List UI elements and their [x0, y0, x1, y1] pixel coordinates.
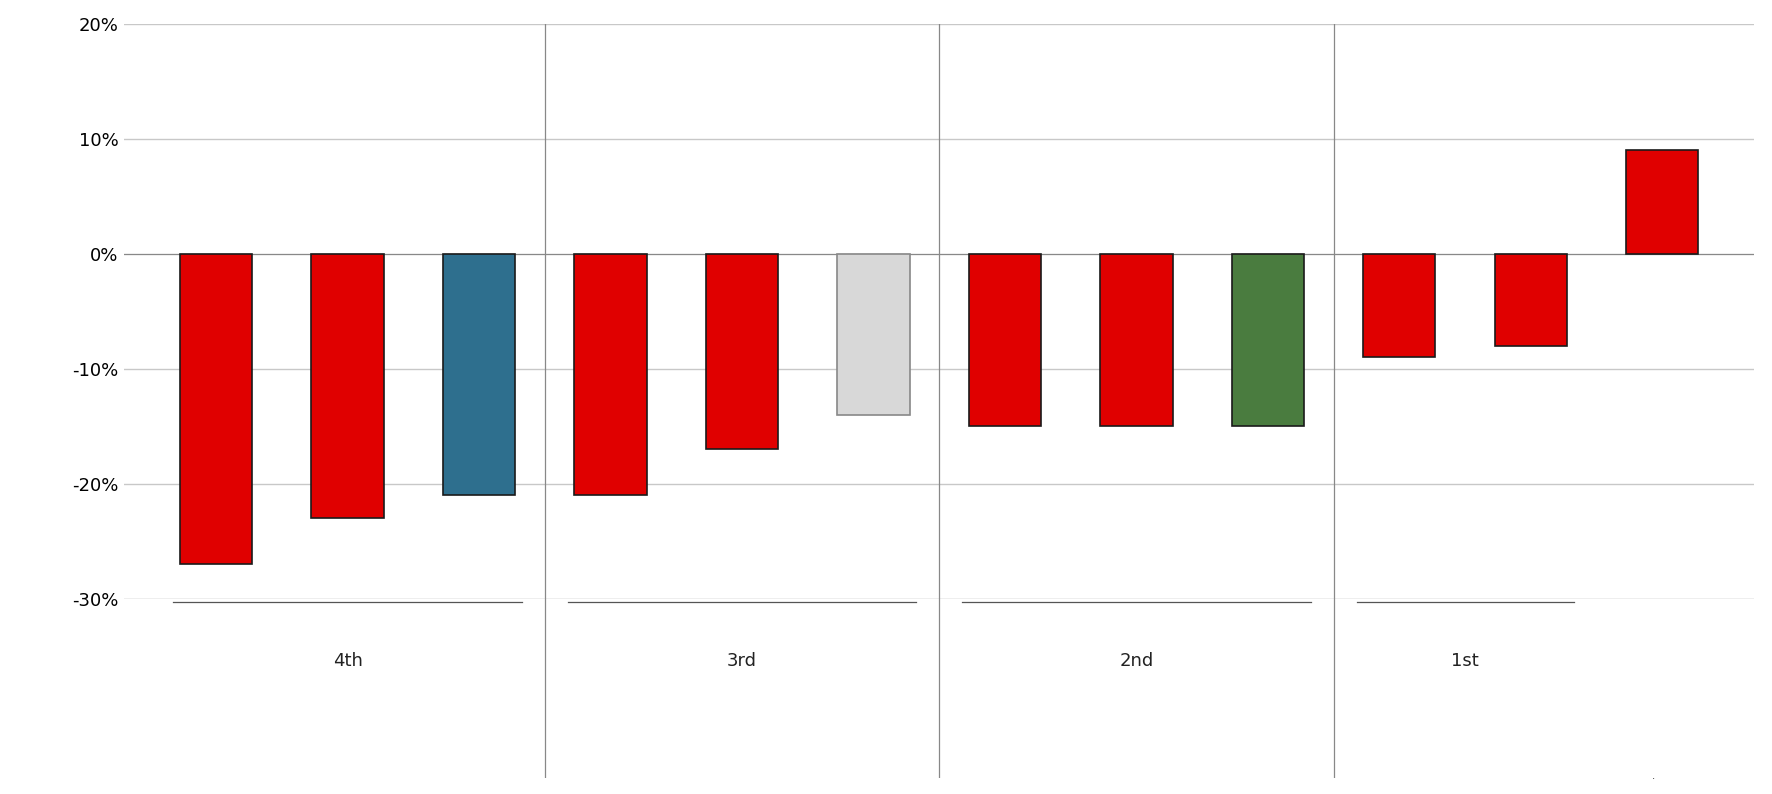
Text: 4th: 4th	[333, 653, 363, 670]
Bar	[1363, 254, 1435, 357]
Bar	[1494, 254, 1566, 345]
Text: 2nd: 2nd	[1120, 653, 1154, 670]
Bar	[181, 254, 252, 564]
Bar	[838, 254, 909, 414]
Bar	[705, 254, 778, 449]
Bar	[1100, 254, 1173, 426]
Bar	[574, 254, 647, 495]
Text: 1st: 1st	[1451, 653, 1480, 670]
Bar	[1627, 150, 1698, 254]
Bar	[312, 254, 385, 518]
Text: 3rd: 3rd	[727, 653, 757, 670]
Bar	[1232, 254, 1304, 426]
Bar	[969, 254, 1042, 426]
Bar	[443, 254, 516, 495]
